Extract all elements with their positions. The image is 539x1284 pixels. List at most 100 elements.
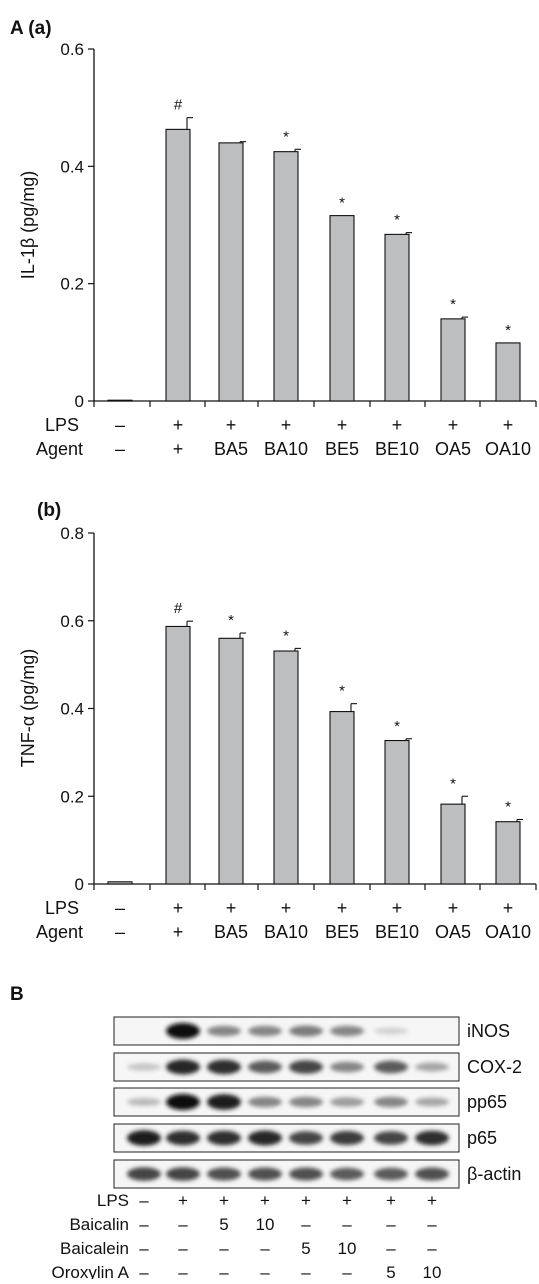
condition-value: + (427, 1191, 437, 1210)
bar (329, 711, 355, 885)
condition-value: 5 (386, 1263, 395, 1279)
significance-marker: * (228, 612, 234, 629)
condition-value: + (342, 1191, 352, 1210)
significance-marker: * (450, 775, 456, 792)
lps-condition: + (173, 415, 184, 435)
condition-label: Baicalein (60, 1239, 129, 1258)
blot-band (374, 1131, 408, 1145)
bar (107, 881, 133, 885)
significance-marker: * (283, 627, 289, 644)
blot-band (374, 1096, 408, 1108)
lps-condition: + (337, 898, 348, 918)
y-tick-label: 0.6 (60, 40, 84, 59)
blot-band (330, 1061, 364, 1073)
agent-condition: + (173, 439, 184, 459)
blot-band (330, 1025, 364, 1037)
blot-band (207, 1167, 241, 1181)
y-tick-label: 0.4 (60, 700, 84, 719)
blot-band (415, 1062, 449, 1072)
blot-band (127, 1098, 161, 1106)
blot-band (127, 1130, 161, 1146)
agent-condition: BA5 (214, 922, 248, 942)
bar (384, 739, 410, 885)
condition-value: – (386, 1239, 396, 1258)
condition-value: – (260, 1239, 270, 1258)
condition-value: 5 (219, 1215, 228, 1234)
agent-condition: BE10 (375, 439, 419, 459)
bar (218, 637, 244, 885)
condition-value: – (139, 1263, 149, 1279)
y-axis-label: TNF-α (pg/mg) (18, 649, 38, 767)
agent-condition: BA5 (214, 439, 248, 459)
y-tick-label: 0 (75, 392, 84, 411)
lps-condition: + (448, 898, 459, 918)
condition-value: + (386, 1191, 396, 1210)
condition-label: Oroxylin A (52, 1263, 130, 1279)
condition-value: – (178, 1263, 188, 1279)
bar (107, 399, 133, 402)
condition-value: – (139, 1191, 149, 1210)
agent-condition: BA10 (264, 439, 308, 459)
blot-band (127, 1167, 161, 1181)
blot-band (166, 1094, 200, 1110)
lps-row-label: LPS (45, 415, 79, 435)
significance-marker: * (339, 195, 345, 212)
condition-value: 10 (338, 1239, 357, 1258)
agent-row-label: Agent (36, 922, 83, 942)
bar (495, 821, 521, 885)
bar (273, 151, 299, 402)
blot-band (330, 1167, 364, 1181)
blot-label: COX-2 (467, 1057, 522, 1077)
y-tick-label: 0.2 (60, 275, 84, 294)
significance-marker: # (174, 600, 183, 617)
agent-condition: BE5 (325, 439, 359, 459)
blot-band (415, 1167, 449, 1181)
y-tick-label: 0.2 (60, 787, 84, 806)
blot-band (374, 1167, 408, 1181)
lps-condition: + (337, 415, 348, 435)
lps-condition: – (115, 415, 125, 435)
blot-band (248, 1025, 282, 1037)
blot-label: iNOS (467, 1021, 510, 1041)
bar (165, 128, 191, 402)
agent-row-label: Agent (36, 439, 83, 459)
agent-condition: OA5 (435, 439, 471, 459)
blot-band (207, 1059, 241, 1075)
condition-value: – (342, 1215, 352, 1234)
condition-value: – (386, 1215, 396, 1234)
blot-band (415, 1097, 449, 1107)
significance-marker: * (505, 322, 511, 339)
blot-label: β-actin (467, 1164, 521, 1184)
condition-value: 10 (423, 1263, 442, 1279)
blot-band (207, 1094, 241, 1110)
bar (440, 803, 466, 885)
agent-condition: BE5 (325, 922, 359, 942)
condition-value: 10 (256, 1215, 275, 1234)
condition-value: – (260, 1263, 270, 1279)
bar (329, 215, 355, 402)
il1b-chart: A (a) IL-1β (pg/mg) 0 0.2 0.4 0.6 # * * * * * LP… (10, 18, 537, 459)
condition-value: + (260, 1191, 270, 1210)
lps-condition: + (281, 898, 292, 918)
y-tick-label: 0.6 (60, 612, 84, 631)
lps-condition: + (226, 898, 237, 918)
blot-band (166, 1023, 200, 1039)
bar (273, 650, 299, 885)
blot-band (330, 1131, 364, 1145)
condition-value: – (301, 1215, 311, 1234)
condition-value: + (219, 1191, 229, 1210)
blot-band (248, 1096, 282, 1108)
blot-band (248, 1060, 282, 1074)
significance-marker: * (505, 799, 511, 816)
condition-value: 5 (301, 1239, 310, 1258)
lps-condition: – (115, 898, 125, 918)
y-tick-label: 0.4 (60, 157, 84, 176)
lps-condition: + (173, 898, 184, 918)
tnfa-chart: (b) TNF-α (pg/mg) 00.20.40.60.8 #****** … (18, 500, 537, 942)
blot-band (374, 1027, 408, 1035)
blot-label: p65 (467, 1128, 497, 1148)
condition-value: – (342, 1263, 352, 1279)
lps-condition: + (226, 415, 237, 435)
